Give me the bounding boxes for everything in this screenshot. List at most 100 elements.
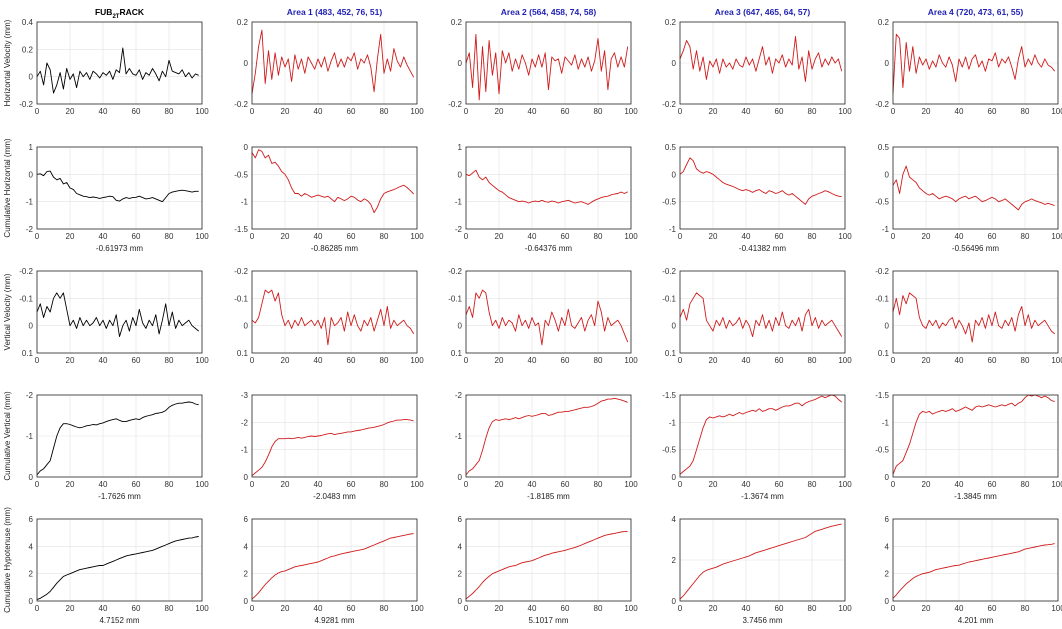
- axes-frame: [679, 518, 846, 602]
- final-value-label: 4.201 mm: [958, 616, 994, 625]
- x-tick-label: 60: [347, 480, 356, 489]
- y-tick-label: -1: [882, 225, 890, 234]
- x-tick-label: 40: [99, 107, 108, 116]
- x-tick-label: 100: [624, 107, 638, 116]
- x-tick-label: 100: [1051, 604, 1062, 613]
- series-line: [36, 401, 199, 476]
- x-tick-label: 20: [495, 604, 504, 613]
- column-title-subscript: 2T: [112, 14, 119, 20]
- x-tick-label: 40: [528, 232, 537, 241]
- x-tick-label: 40: [955, 356, 964, 365]
- y-tick-label: 2: [244, 570, 249, 579]
- x-tick-label: 40: [528, 356, 537, 365]
- x-tick-label: 0: [678, 107, 683, 116]
- final-value-label: -1.3845 mm: [954, 492, 997, 501]
- x-tick-label: 20: [922, 107, 931, 116]
- x-tick-label: 80: [165, 107, 174, 116]
- y-tick-label: 0.1: [237, 349, 249, 358]
- y-tick-label: 4: [29, 542, 34, 551]
- axes-frame: [465, 270, 632, 354]
- y-tick-label: 6: [29, 515, 34, 524]
- x-tick-label: 0: [678, 232, 683, 241]
- x-tick-label: 100: [624, 604, 638, 613]
- y-tick-label: 0: [244, 473, 249, 482]
- subplot-r4-c0: 0 20 40 60 80 100 0 2 4 6 4.7152 mm Cumulative Hypo…: [3, 507, 209, 625]
- y-tick-label: -1.5: [662, 391, 676, 400]
- x-tick-label: 40: [99, 356, 108, 365]
- x-tick-label: 60: [561, 604, 570, 613]
- plot-background: [252, 395, 417, 477]
- subplot-r1-c2: 0 20 40 60 80 100 -2 -1 0 1 -0.64376 mm: [455, 143, 638, 253]
- x-tick-label: 20: [281, 480, 290, 489]
- axes-frame: [465, 394, 632, 478]
- x-tick-label: 60: [988, 604, 997, 613]
- x-tick-label: 100: [195, 356, 209, 365]
- y-tick-label: -2: [26, 391, 34, 400]
- subplot-r3-c3: 0 20 40 60 80 100 -1.5 -1 -0.5 0 -1.3674 mm: [662, 391, 852, 501]
- y-tick-label: 0.1: [22, 349, 34, 358]
- y-tick-label: 0: [29, 73, 34, 82]
- subplot-r0-c2: 0 20 40 60 80 100-0.200.2: [448, 18, 638, 116]
- plot-background: [37, 271, 202, 353]
- plot-background: [37, 147, 202, 229]
- x-tick-label: 0: [250, 232, 255, 241]
- x-tick-label: 80: [594, 107, 603, 116]
- y-tick-label: 0.2: [878, 18, 890, 27]
- axes-frame: [892, 270, 1059, 354]
- y-tick-label: -2: [455, 225, 463, 234]
- x-tick-label: 0: [891, 604, 896, 613]
- x-tick-label: 60: [775, 604, 784, 613]
- y-tick-label: -2: [455, 391, 463, 400]
- plot-background: [893, 519, 1058, 601]
- series-line: [892, 394, 1055, 475]
- x-tick-label: 100: [410, 604, 424, 613]
- series-line: [892, 165, 1055, 211]
- x-tick-label: 60: [988, 232, 997, 241]
- axes-frame: [36, 21, 203, 105]
- axes-frame: [465, 146, 632, 230]
- series-line: [465, 530, 628, 600]
- x-tick-label: 40: [742, 480, 751, 489]
- y-tick-label: 0.2: [451, 18, 463, 27]
- y-tick-label: 2: [458, 570, 463, 579]
- y-tick-label: 4: [672, 515, 677, 524]
- x-tick-label: 40: [314, 480, 323, 489]
- y-tick-label: -2: [241, 418, 249, 427]
- x-tick-label: 60: [561, 107, 570, 116]
- plot-background: [37, 519, 202, 601]
- subplot-r4-c1: 0 20 40 60 80 100 0 2 4 6 4.9281 mm: [244, 515, 425, 625]
- final-value-label: -1.7626 mm: [98, 492, 141, 501]
- plot-background: [466, 271, 631, 353]
- axes-frame: [679, 270, 846, 354]
- subplot-r2-c2: 0 20 40 60 80 100-0.2-0.100.1: [448, 267, 638, 365]
- plot-background: [466, 147, 631, 229]
- axes-frame: [36, 270, 203, 354]
- y-tick-label: -1.5: [234, 225, 248, 234]
- y-tick-label: 0: [244, 597, 249, 606]
- y-tick-label: -0.2: [875, 267, 889, 276]
- x-tick-label: 80: [808, 232, 817, 241]
- subplot-r4-c4: 0 20 40 60 80 100 0 2 4 6 4.201 mm: [885, 515, 1062, 625]
- series-line: [36, 170, 199, 203]
- x-tick-label: 40: [99, 232, 108, 241]
- x-tick-label: 40: [955, 107, 964, 116]
- series-line: [36, 292, 199, 338]
- subplot-r0-c1: 0 20 40 60 80 100-0.200.2: [234, 18, 424, 116]
- y-tick-label: 0: [672, 322, 677, 331]
- y-tick-label: -1: [455, 432, 463, 441]
- y-tick-label: -0.5: [875, 446, 889, 455]
- column-title-2: Area 2 (564, 458, 74, 58): [501, 7, 597, 17]
- x-tick-label: 0: [35, 232, 40, 241]
- x-tick-label: 80: [380, 107, 389, 116]
- x-tick-label: 80: [165, 480, 174, 489]
- y-tick-label: 2: [885, 570, 890, 579]
- x-tick-label: 80: [165, 356, 174, 365]
- y-tick-label: 0: [885, 597, 890, 606]
- x-tick-label: 100: [838, 480, 852, 489]
- x-tick-label: 20: [66, 356, 75, 365]
- x-tick-label: 80: [1021, 604, 1030, 613]
- y-tick-label: 0: [29, 473, 34, 482]
- x-tick-label: 80: [380, 232, 389, 241]
- y-tick-label: 0: [29, 170, 34, 179]
